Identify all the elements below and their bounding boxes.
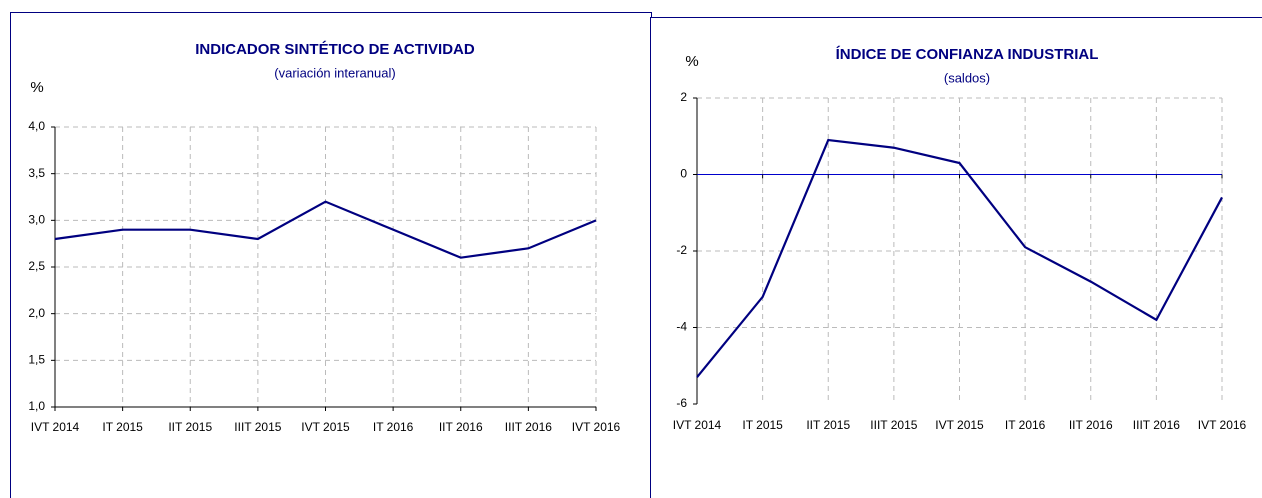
y-tick-label: 3,5: [28, 166, 45, 180]
x-tick-label: IT 2016: [1005, 418, 1046, 432]
chart-title: INDICADOR SINTÉTICO DE ACTIVIDAD: [195, 41, 475, 58]
x-tick-label: IIT 2015: [806, 418, 850, 432]
x-tick-label: IIIT 2016: [505, 420, 552, 434]
chart-subtitle: (variación interanual): [274, 65, 395, 80]
x-tick-label: IVT 2014: [31, 420, 80, 434]
x-tick-label: IT 2015: [742, 418, 783, 432]
x-tick-label: IIT 2016: [1069, 418, 1113, 432]
chart-title: ÍNDICE DE CONFIANZA INDUSTRIAL: [836, 46, 1099, 63]
y-tick-label: -2: [676, 243, 687, 257]
y-tick-label: 0: [680, 167, 687, 181]
y-tick-label: 4,0: [28, 119, 45, 133]
y-tick-label: 2,0: [28, 306, 45, 320]
x-tick-label: IIT 2016: [439, 420, 483, 434]
y-tick-label: 1,5: [28, 353, 45, 367]
x-tick-label: IT 2016: [373, 420, 414, 434]
x-tick-label: IIIT 2015: [234, 420, 281, 434]
x-tick-label: IVT 2015: [935, 418, 984, 432]
x-tick-label: IVT 2014: [673, 418, 722, 432]
x-tick-label: IT 2015: [102, 420, 143, 434]
chart-subtitle: (saldos): [944, 70, 990, 85]
x-tick-label: IVT 2015: [301, 420, 350, 434]
y-axis-label: %: [685, 53, 698, 70]
x-tick-label: IVT 2016: [572, 420, 621, 434]
y-tick-label: 2,5: [28, 259, 45, 273]
x-tick-label: IIIT 2016: [1133, 418, 1180, 432]
x-tick-label: IIIT 2015: [870, 418, 917, 432]
x-tick-label: IVT 2016: [1198, 418, 1247, 432]
y-tick-label: -6: [676, 396, 687, 410]
y-axis-label: %: [30, 79, 43, 96]
series-line: [54, 200, 597, 259]
series-line: [696, 138, 1223, 378]
y-tick-label: -4: [676, 320, 687, 334]
x-tick-label: IIT 2015: [168, 420, 212, 434]
y-tick-label: 3,0: [28, 213, 45, 227]
y-tick-label: 2: [680, 90, 687, 104]
y-tick-label: 1,0: [28, 399, 45, 413]
